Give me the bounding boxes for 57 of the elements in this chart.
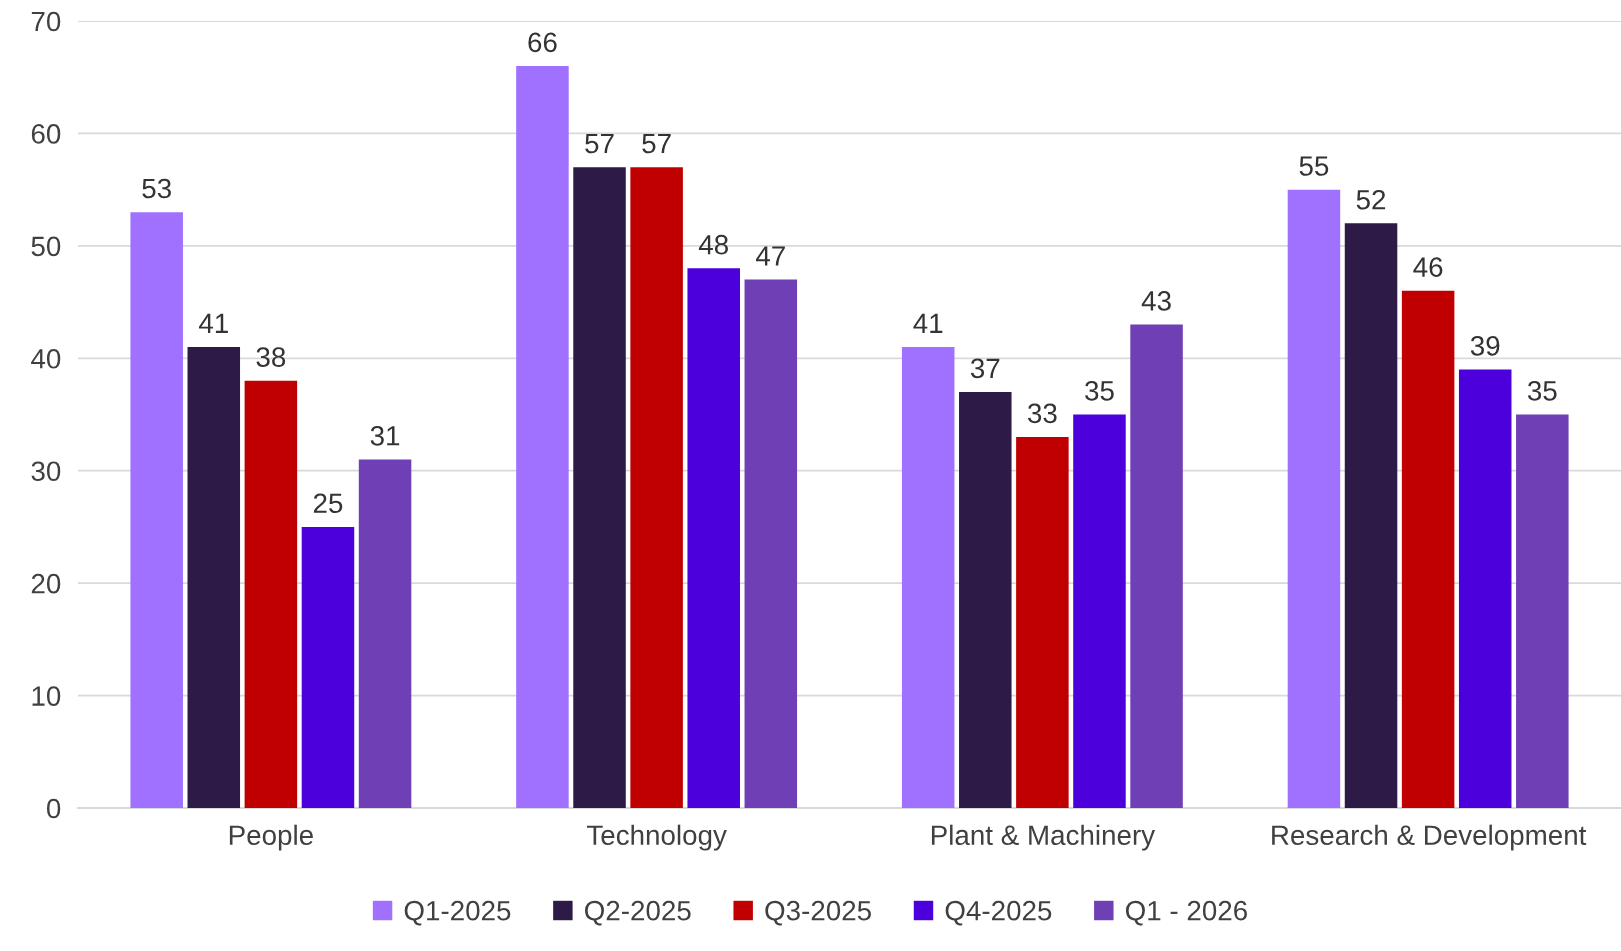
legend-label: Q1-2025 <box>404 900 511 926</box>
data-label: 39 <box>1470 336 1500 356</box>
bar <box>358 459 412 808</box>
bar <box>187 347 241 808</box>
data-label: 47 <box>756 246 785 266</box>
bar <box>1073 414 1126 808</box>
bar <box>301 526 355 808</box>
y-tick-label: 30 <box>31 461 61 482</box>
data-label: 35 <box>1085 381 1114 401</box>
bar <box>1130 324 1183 808</box>
data-label: 33 <box>1027 403 1057 424</box>
bar <box>687 268 740 808</box>
legend-label: Q2-2025 <box>585 900 691 926</box>
bar <box>1287 189 1341 808</box>
data-label: 57 <box>585 133 614 154</box>
x-tick-label: People <box>229 824 313 851</box>
bar <box>959 392 1012 808</box>
data-label: 46 <box>1413 257 1443 277</box>
legend-label: Q4-2025 <box>945 900 1052 926</box>
y-tick-label: 60 <box>31 124 61 144</box>
data-label: 31 <box>370 425 400 446</box>
bar <box>744 279 798 808</box>
x-tick-label: Technology <box>587 824 727 851</box>
data-label: 48 <box>698 234 728 255</box>
data-label: 25 <box>313 493 343 514</box>
data-label: 41 <box>913 313 943 333</box>
legend-label: Q3-2025 <box>765 900 871 926</box>
bar <box>130 212 183 808</box>
bar <box>573 167 626 808</box>
data-label: 55 <box>1299 156 1329 176</box>
bar <box>1016 436 1069 808</box>
bar <box>1458 369 1512 808</box>
y-tick-label: 40 <box>31 348 61 369</box>
x-tick-label: Research & Development <box>1272 824 1587 851</box>
bar <box>1401 290 1455 808</box>
data-label: 37 <box>970 358 1000 379</box>
y-tick-label: 70 <box>31 11 61 32</box>
data-label: 43 <box>1141 291 1171 311</box>
data-label: 41 <box>198 313 228 333</box>
y-tick-label: 20 <box>31 573 61 594</box>
data-label: 57 <box>642 133 671 154</box>
bar <box>630 167 683 808</box>
data-label: 35 <box>1527 381 1557 401</box>
bar <box>1344 223 1398 808</box>
data-label: 38 <box>256 347 286 367</box>
data-label: 66 <box>528 32 557 53</box>
bar <box>1516 414 1569 808</box>
y-tick-label: 50 <box>31 236 61 257</box>
data-label: 53 <box>142 178 171 199</box>
bar <box>901 347 955 808</box>
bar <box>516 65 569 808</box>
legend-label: Q1 - 2026 <box>1125 900 1247 926</box>
x-tick-label: Plant & Machinery <box>931 824 1156 851</box>
data-label: 52 <box>1356 189 1386 210</box>
y-tick-label: 0 <box>46 798 61 819</box>
y-tick-label: 10 <box>32 686 61 706</box>
bar <box>244 380 298 808</box>
